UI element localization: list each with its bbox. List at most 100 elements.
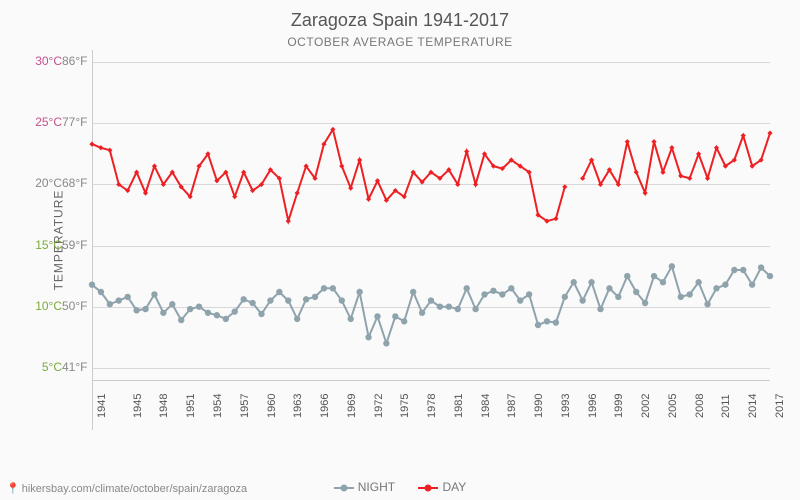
chart-subtitle: OCTOBER AVERAGE TEMPERATURE <box>0 31 800 49</box>
series-marker <box>597 306 603 312</box>
series-marker <box>240 296 246 302</box>
xtick-year: 1969 <box>346 394 358 418</box>
series-marker <box>678 173 683 178</box>
series-marker <box>178 317 184 323</box>
series-marker <box>651 139 656 144</box>
series-marker <box>169 301 175 307</box>
series-marker <box>383 340 389 346</box>
xtick-year: 1963 <box>292 394 304 418</box>
series-marker <box>267 297 273 303</box>
chart-title: Zaragoza Spain 1941-2017 <box>0 0 800 31</box>
xtick-year: 1954 <box>212 394 224 418</box>
footer-url: hikersbay.com/climate/october/spain/zara… <box>22 483 247 495</box>
series-marker <box>740 267 746 273</box>
series-marker <box>205 310 211 316</box>
series-marker <box>446 303 452 309</box>
series-marker <box>285 297 291 303</box>
series-marker <box>490 288 496 294</box>
series-marker <box>348 316 354 322</box>
chart-area: TEMPERATURE 5°C41°F10°C50°F15°C59°F20°C6… <box>0 50 800 430</box>
series-marker <box>133 307 139 313</box>
xtick-year: 2002 <box>640 394 652 418</box>
xtick-year: 2011 <box>720 394 732 418</box>
series-line <box>92 266 770 343</box>
series-marker <box>124 294 130 300</box>
series-marker <box>499 291 505 297</box>
series-marker <box>625 139 630 144</box>
series-marker <box>687 291 693 297</box>
footer-credit: 📍hikersbay.com/climate/october/spain/zar… <box>6 482 247 495</box>
series-marker <box>562 294 568 300</box>
series-marker <box>258 311 264 317</box>
series-marker <box>722 281 728 287</box>
series-marker <box>695 279 701 285</box>
legend-item-night: NIGHT <box>334 480 395 494</box>
series-marker <box>428 297 434 303</box>
xtick-year: 1996 <box>587 394 599 418</box>
series-marker <box>571 279 577 285</box>
series-marker <box>232 308 238 314</box>
series-marker <box>437 303 443 309</box>
series-marker <box>579 297 585 303</box>
series-marker <box>651 273 657 279</box>
xtick-year: 1951 <box>185 394 197 418</box>
series-marker <box>303 296 309 302</box>
series-marker <box>517 297 523 303</box>
series-marker <box>276 289 282 295</box>
series-marker <box>249 300 255 306</box>
series-marker <box>321 285 327 291</box>
series-marker <box>357 157 362 162</box>
series-marker <box>660 170 665 175</box>
xtick-year: 1941 <box>96 394 108 418</box>
xtick-year: 2008 <box>694 394 706 418</box>
series-marker <box>508 285 514 291</box>
series-marker <box>767 131 772 136</box>
xtick-year: 1978 <box>426 394 438 418</box>
series-marker <box>553 319 559 325</box>
legend-item-day: DAY <box>418 480 466 494</box>
xtick-year: 1984 <box>480 394 492 418</box>
xtick-year: 1948 <box>158 394 170 418</box>
series-marker <box>374 313 380 319</box>
series-marker <box>535 322 541 328</box>
series-marker <box>223 316 229 322</box>
series-marker <box>749 281 755 287</box>
series-marker <box>705 176 710 181</box>
series-marker <box>356 289 362 295</box>
series-marker <box>741 133 746 138</box>
xtick-year: 1957 <box>239 394 251 418</box>
xtick-year: 1966 <box>319 394 331 418</box>
series-marker <box>660 279 666 285</box>
legend-label: DAY <box>442 480 466 494</box>
xtick-year: 2014 <box>747 394 759 418</box>
series-marker <box>687 176 692 181</box>
series-marker <box>330 285 336 291</box>
series-marker <box>98 289 104 295</box>
series-marker <box>294 316 300 322</box>
xtick-year: 1987 <box>506 394 518 418</box>
series-marker <box>696 151 701 156</box>
xtick-year: 1960 <box>266 394 278 418</box>
series-marker <box>107 301 113 307</box>
xtick-year: 1990 <box>533 394 545 418</box>
series-marker <box>401 318 407 324</box>
series-marker <box>767 273 773 279</box>
series-marker <box>455 306 461 312</box>
series-marker <box>472 306 478 312</box>
series-marker <box>758 264 764 270</box>
series-marker <box>116 297 122 303</box>
series-marker <box>624 273 630 279</box>
series-marker <box>731 267 737 273</box>
series-marker <box>588 279 594 285</box>
series-marker <box>669 263 675 269</box>
series-marker <box>606 285 612 291</box>
series-marker <box>526 291 532 297</box>
series-marker <box>669 145 674 150</box>
xtick-year: 1975 <box>399 394 411 418</box>
series-marker <box>464 149 469 154</box>
series-marker <box>160 310 166 316</box>
series-marker <box>365 334 371 340</box>
xtick-year: 2005 <box>667 394 679 418</box>
xtick-year: 1945 <box>132 394 144 418</box>
xtick-year: 1993 <box>560 394 572 418</box>
